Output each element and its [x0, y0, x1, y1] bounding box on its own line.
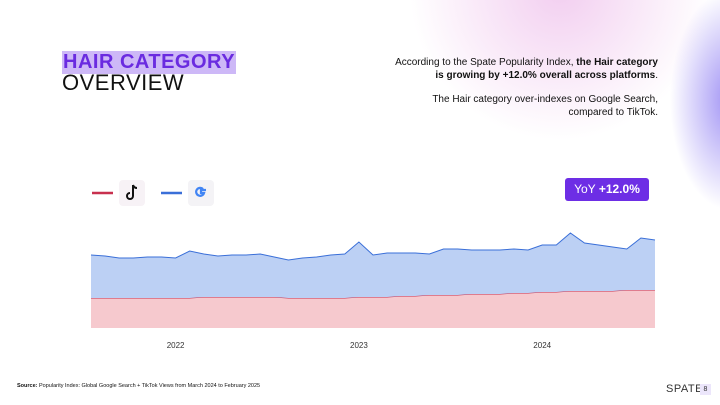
brand: SPATE [666, 383, 703, 395]
source-text: Popularity Index: Global Google Search +… [37, 383, 261, 389]
area [91, 290, 655, 328]
google-icon [195, 186, 206, 197]
paragraph: According to the Spate Popularity Index,… [388, 57, 658, 82]
x-tick-label: 2022 [167, 341, 185, 350]
source: Source: Popularity Index: Global Google … [17, 383, 260, 389]
source-label: Source: [17, 383, 38, 389]
text: According to the Spate Popularity Index, [395, 57, 577, 68]
x-tick-label: 2024 [533, 341, 551, 350]
page-number: 8 [700, 384, 711, 395]
tiktok-icon [126, 184, 138, 200]
badge-label: YoY [574, 182, 596, 196]
yoy-badge: YoY +12.0% [565, 178, 649, 201]
title: OVERVIEW [62, 70, 185, 95]
badge-value: +12.0% [598, 182, 640, 196]
text: . [655, 69, 658, 81]
x-tick-label: 2023 [350, 341, 368, 350]
paragraph: The Hair category over-indexes on Google… [432, 94, 658, 118]
line [90, 232, 656, 261]
area [91, 233, 655, 298]
bold-text: the Hair category is growing by +12.0% o… [435, 57, 658, 81]
title-highlight: HAIR CATEGORY [62, 51, 237, 74]
summary: According to the Spate Popularity Index,… [388, 57, 658, 131]
